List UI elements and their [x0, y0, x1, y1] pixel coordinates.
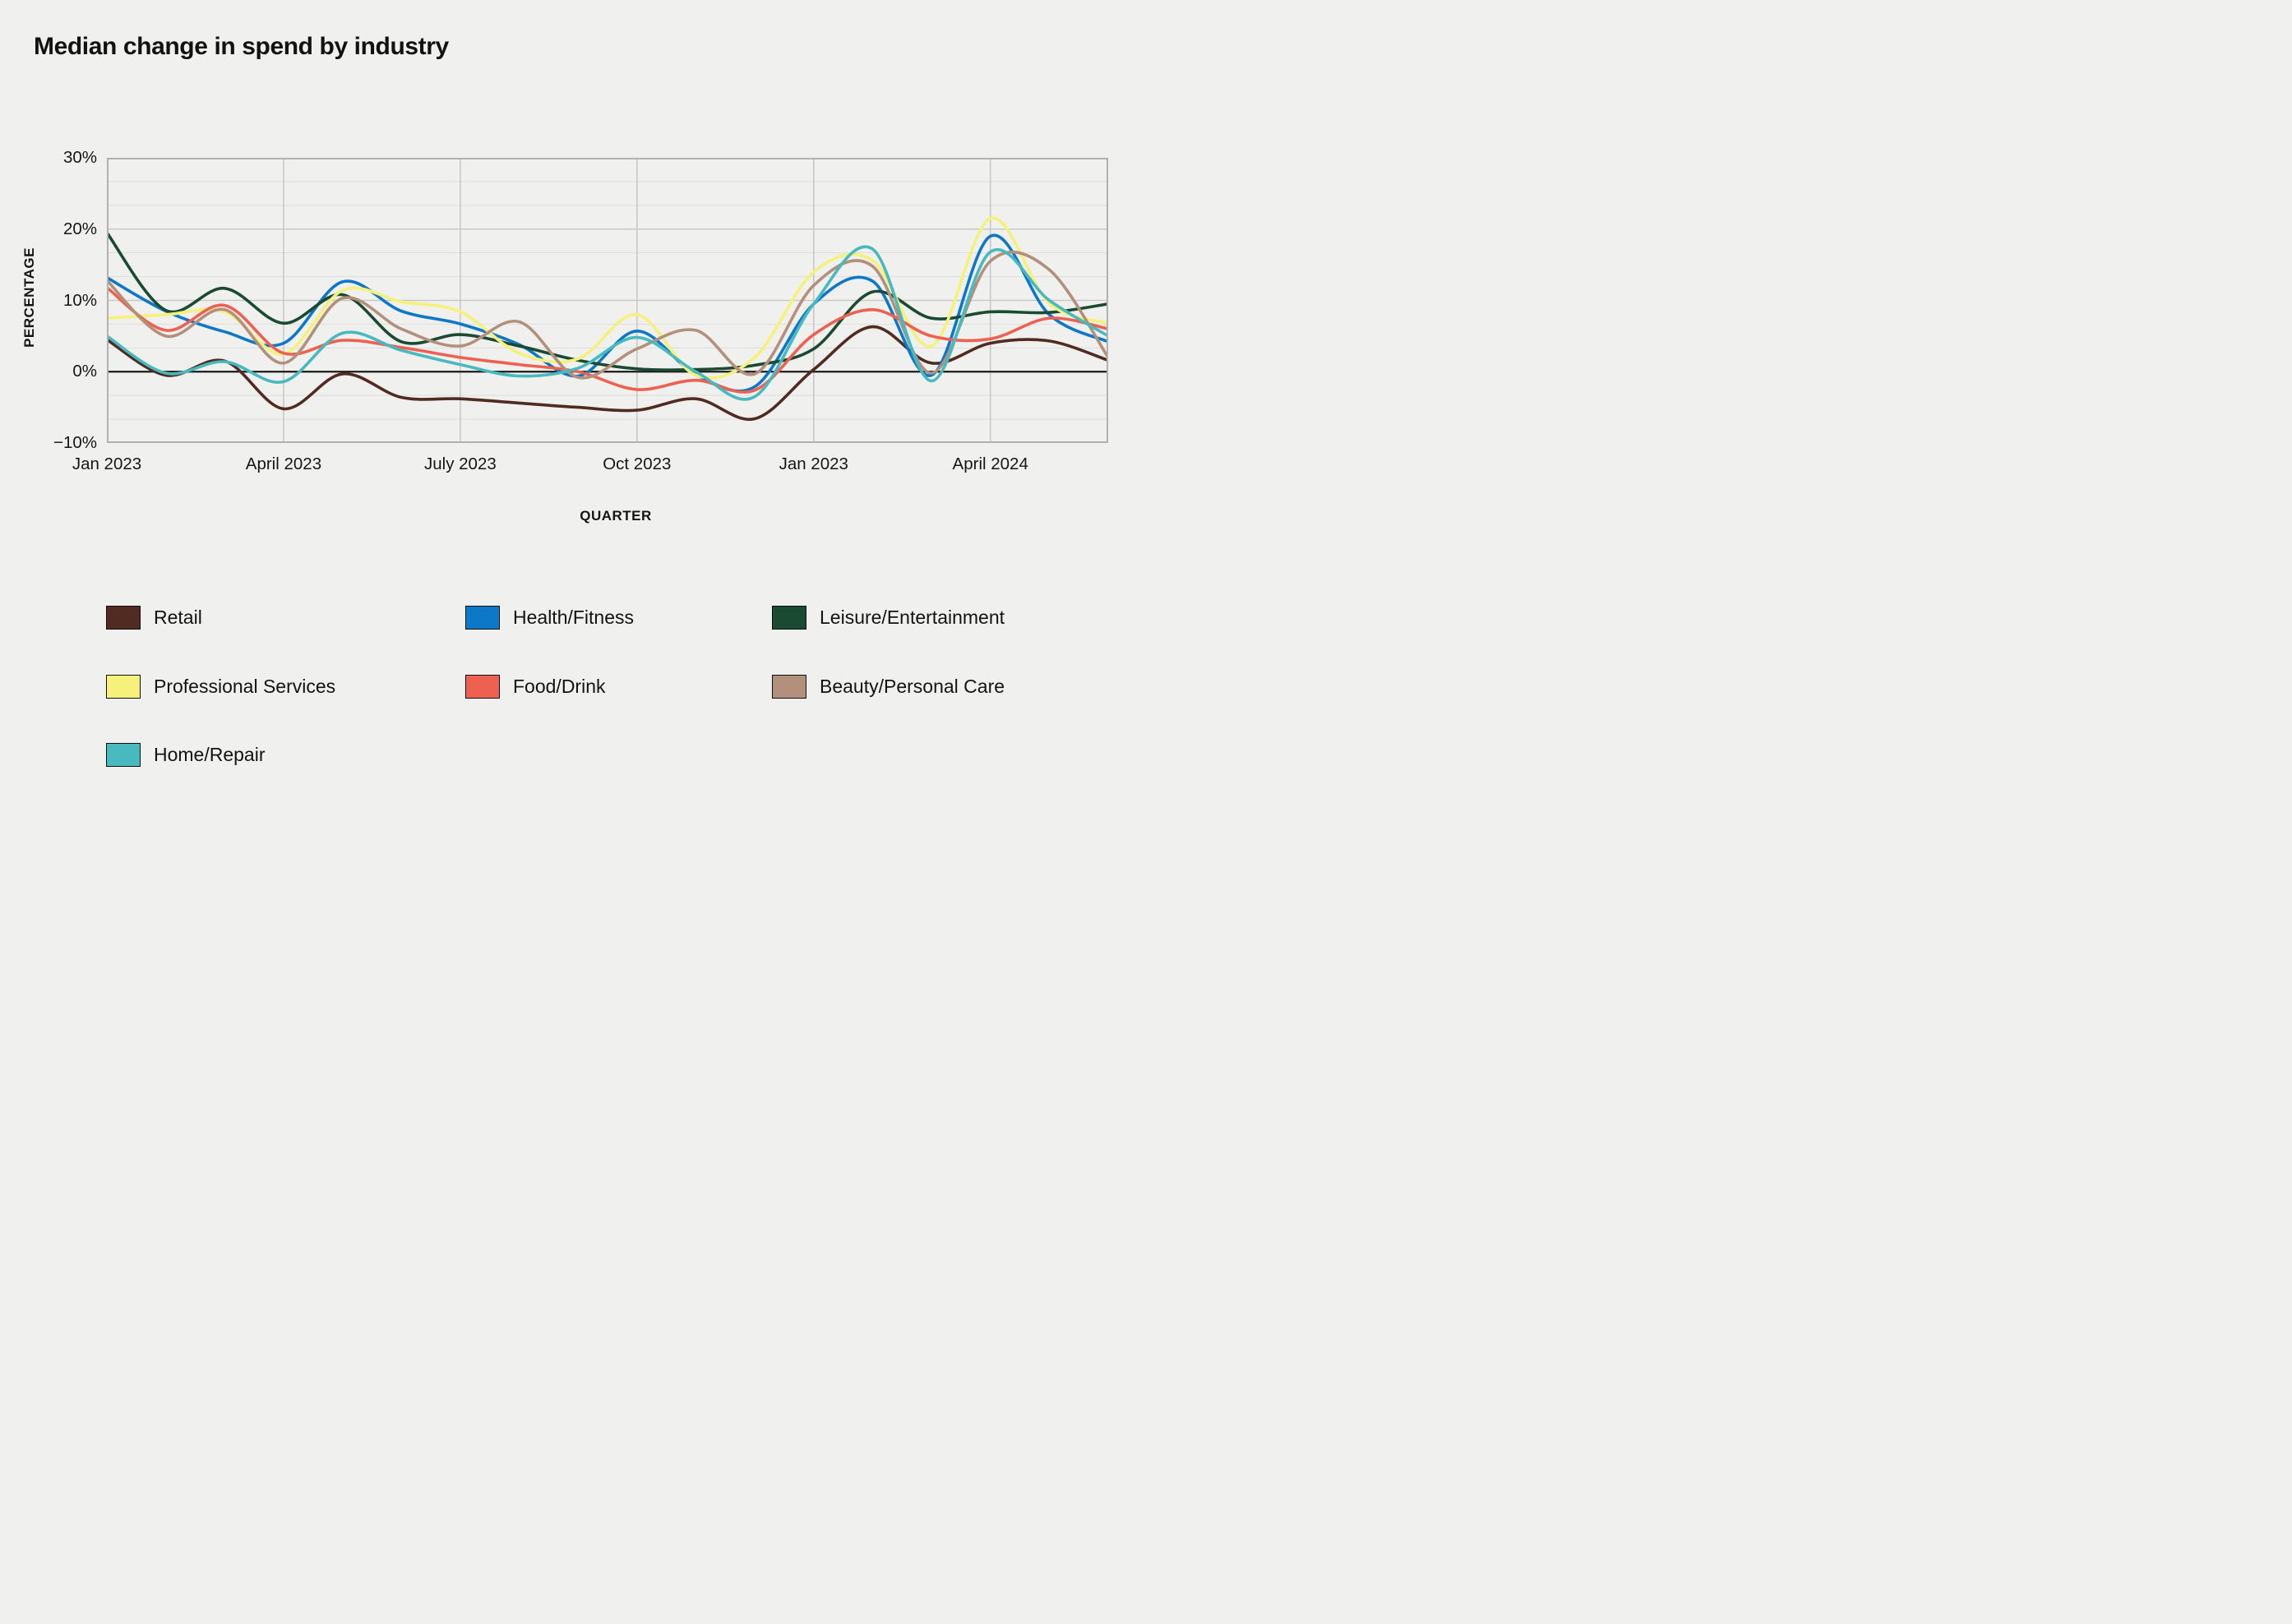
legend-swatch [465, 606, 500, 630]
series-line-retail [107, 325, 1108, 422]
x-tick-label: Oct 2023 [603, 454, 672, 473]
legend-swatch [106, 606, 141, 630]
chart-page: Median change in spend by industry PERCE… [0, 0, 1146, 812]
y-tick-label: 30% [62, 148, 97, 167]
legend-swatch [106, 743, 141, 767]
legend-label: Health/Fitness [513, 607, 635, 628]
series-line-home-repair [107, 245, 1108, 401]
chart-title: Median change in spend by industry [34, 33, 449, 60]
plot-area [107, 158, 1108, 443]
legend-label: Retail [154, 607, 202, 628]
y-tick-label: 20% [62, 219, 97, 238]
legend-swatch [772, 674, 806, 699]
legend-item-food-drink: Food/Drink [465, 674, 606, 699]
legend-swatch [106, 674, 141, 699]
series-line-food-drink [107, 286, 1108, 394]
x-tick-label: April 2024 [952, 454, 1028, 473]
x-axis-title: QUARTER [580, 508, 652, 524]
x-tick-label: April 2023 [245, 454, 322, 473]
legend-label: Food/Drink [513, 675, 606, 697]
legend-label: Home/Repair [154, 744, 266, 765]
x-tick-label: July 2023 [423, 454, 497, 473]
x-tick-label: Jan 2023 [72, 454, 142, 473]
x-tick-label: Jan 2023 [779, 454, 848, 473]
legend: Retail Health/Fitness Leisure/Entertainmen… [106, 606, 1117, 770]
legend-item-health-fitness: Health/Fitness [465, 606, 634, 630]
legend-item-beauty-personal-care: Beauty/Personal Care [772, 674, 1005, 699]
legend-item-retail: Retail [106, 606, 202, 630]
legend-swatch [465, 674, 500, 699]
plot-border [107, 158, 1108, 443]
legend-label: Professional Services [154, 675, 336, 697]
legend-item-leisure-entertainment: Leisure/Entertainment [772, 606, 1005, 630]
legend-label: Leisure/Entertainment [820, 607, 1005, 628]
legend-label: Beauty/Personal Care [820, 675, 1005, 697]
line-chart-svg [107, 158, 1108, 443]
legend-swatch [772, 606, 806, 630]
series-line-health-fitness [107, 233, 1108, 393]
y-tick-label: −10% [53, 433, 97, 452]
y-tick-label: 10% [62, 290, 97, 310]
legend-item-professional-services: Professional Services [106, 674, 336, 699]
y-tick-label: 0% [72, 362, 97, 381]
legend-item-home-repair: Home/Repair [106, 743, 266, 767]
